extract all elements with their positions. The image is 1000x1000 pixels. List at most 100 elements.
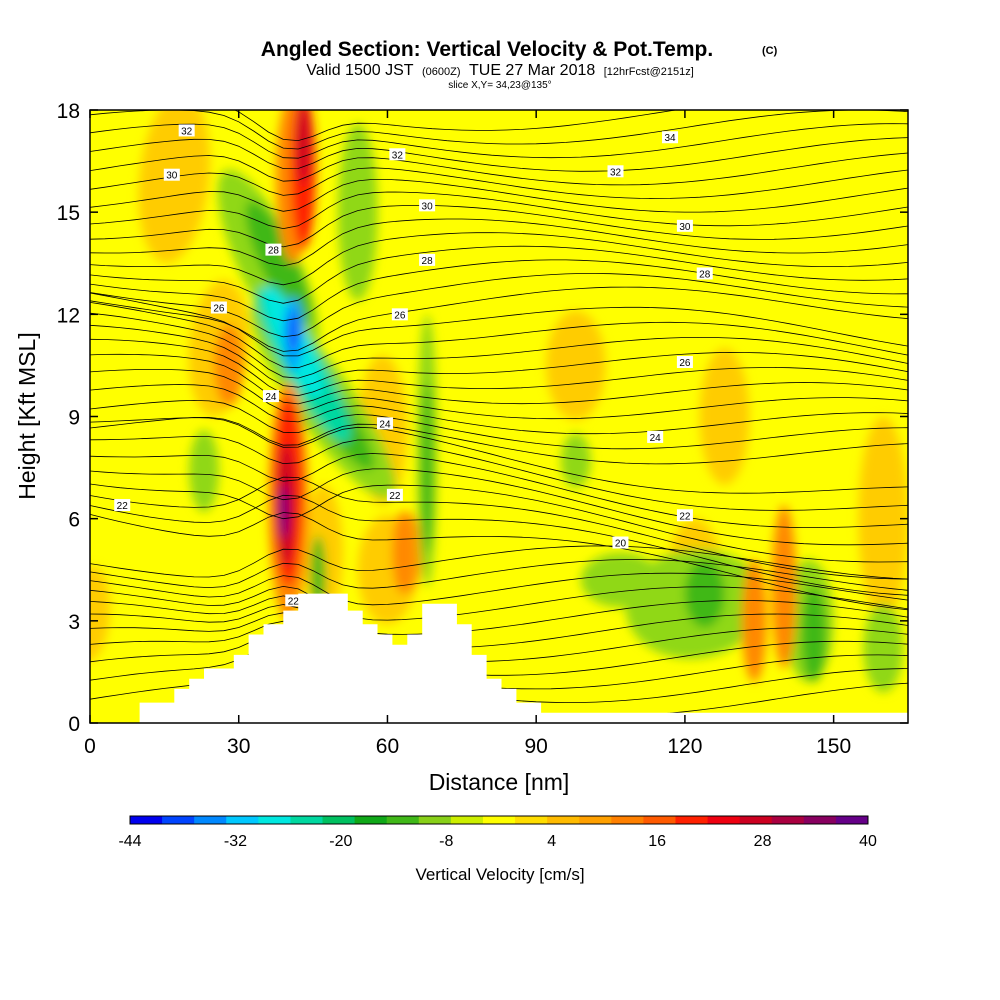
colorbar-swatch (162, 816, 195, 824)
contour-label-text: 22 (389, 491, 401, 502)
contour-label-text: 24 (379, 419, 391, 430)
contour-line (90, 399, 908, 450)
contour-line (90, 595, 908, 635)
colorbar-swatch (290, 816, 323, 824)
colorbar-tick-label: -44 (118, 833, 141, 850)
contour-line (90, 324, 908, 388)
contour-line (90, 292, 908, 357)
colorbar-swatch (579, 816, 612, 824)
contour-line (90, 453, 908, 529)
contour-label-text: 24 (650, 433, 662, 444)
velocity-region (296, 110, 311, 185)
contour-label-bg (262, 390, 279, 403)
colorbar-swatch (803, 816, 837, 824)
y-tick-label: 3 (68, 611, 80, 634)
contour-label-text: 26 (679, 358, 691, 369)
contour-label: 30 (419, 199, 436, 212)
contour-label-bg (676, 509, 693, 522)
contour-label-bg (647, 430, 664, 443)
colorbar-label: Vertical Velocity [cm/s] (415, 865, 584, 884)
y-axis-label: Height [Kft MSL] (14, 332, 40, 499)
theta-contours (90, 110, 908, 717)
colorbar-swatch (354, 816, 388, 824)
contour-label-bg (612, 536, 629, 549)
contour-line (90, 286, 908, 352)
x-tick-label: 30 (227, 735, 250, 758)
contour-line (90, 152, 908, 186)
contour-label-text: 32 (610, 167, 622, 178)
colorbar: -44 -32 -20 -8 4 16 28 40 (118, 815, 877, 850)
contour-line (90, 417, 908, 494)
contour-label-text: 20 (615, 539, 627, 550)
contour-line (90, 559, 908, 591)
x-axis: 0 30 60 90 120 150 (84, 110, 851, 758)
velocity-region (858, 416, 908, 621)
contour-label-bg (285, 594, 302, 607)
contour-label: 30 (676, 219, 693, 233)
y-tick-label: 18 (57, 100, 80, 123)
contour-label-bg (419, 253, 436, 266)
forecast-tag: [12hrFcst@2151z] (604, 66, 694, 78)
contour-label: 22 (386, 488, 403, 502)
x-axis-label: Distance [nm] (429, 769, 570, 795)
y-tick-label: 9 (68, 407, 80, 430)
colorbar-swatch (771, 816, 805, 824)
contour-label-text: 30 (679, 222, 691, 233)
colorbar-swatch (450, 816, 484, 824)
x-tick-label: 60 (376, 735, 399, 758)
contour-label-bg (386, 488, 403, 501)
contour-label-bg (114, 499, 131, 512)
contour-label-text: 28 (699, 269, 711, 280)
contour-line (90, 612, 908, 663)
colorbar-swatch (547, 816, 580, 824)
y-tick-label: 6 (68, 509, 80, 532)
contour-line (90, 435, 908, 511)
colorbar-swatch (258, 816, 291, 824)
contour-label: 26 (391, 308, 408, 321)
contour-label-bg (210, 301, 227, 314)
contour-label-bg (419, 199, 436, 212)
contour-label-bg (662, 131, 679, 144)
velocity-region (213, 324, 244, 407)
x-tick-label: 0 (84, 735, 96, 758)
colorbar-tick-label: 40 (859, 833, 877, 850)
contour-label-text: 30 (422, 201, 434, 212)
contour-line (90, 369, 908, 420)
contour-label: 28 (419, 253, 436, 267)
colorbar-swatch (643, 816, 676, 824)
contour-label: 24 (376, 417, 393, 430)
contour-line (90, 585, 908, 621)
contour-label: 30 (163, 168, 180, 182)
contour-line (90, 338, 908, 397)
contour-label-bg (676, 356, 693, 369)
colorbar-tick-label: -20 (329, 833, 352, 850)
contour-label: 24 (647, 430, 664, 444)
x-tick-label: 150 (816, 735, 851, 758)
contour-label-text: 26 (213, 304, 225, 315)
contour-label: 32 (178, 124, 195, 137)
valid-line: Valid 1500 JST (0600Z) TUE 27 Mar 2018 [… (306, 62, 694, 79)
velocity-region (699, 348, 750, 485)
contour-label-bg (178, 124, 195, 137)
contour-labels: 32 30 32 34 32 30 30 28 28 28 26 26 26 24 24 24 22 22 22 20… (114, 124, 713, 607)
y-tick-label: 12 (57, 304, 80, 327)
contour-line (90, 416, 908, 465)
colorbar-swatch (707, 816, 741, 824)
contour-label: 34 (662, 131, 679, 144)
contour-label-text: 22 (117, 501, 129, 512)
contour-label-text: 24 (265, 392, 277, 403)
contour-label-text: 32 (181, 126, 193, 137)
contour-line (90, 167, 908, 199)
contour-line (90, 191, 908, 230)
contour-line (233, 110, 679, 142)
colorbar-frame (129, 815, 869, 825)
contour-label-bg (607, 165, 624, 178)
colorbar-tick-label: -8 (439, 833, 453, 850)
contour-label: 20 (612, 536, 629, 550)
velocity-region (245, 201, 312, 326)
colorbar-swatch (130, 816, 163, 824)
slice-info: slice X,Y= 34,23@135° (448, 80, 551, 91)
contour-label-text: 28 (422, 256, 434, 267)
valid-utc: (0600Z) (422, 66, 461, 78)
